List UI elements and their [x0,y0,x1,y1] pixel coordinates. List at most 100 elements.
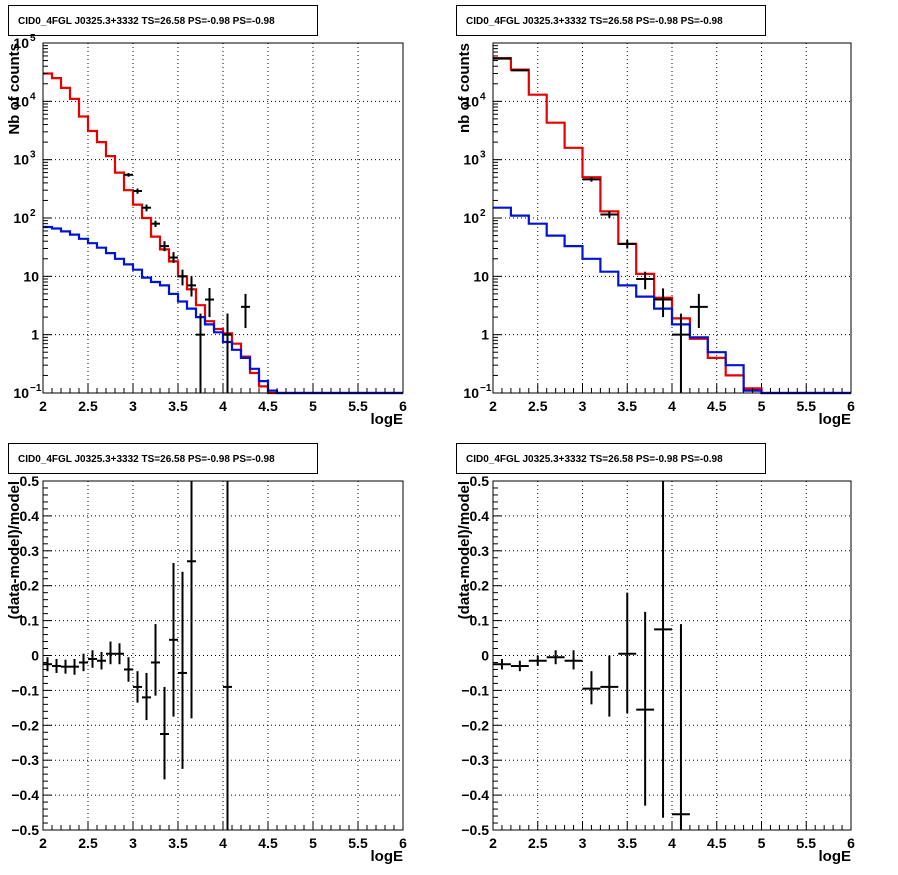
data-point [223,313,232,393]
y-tick-label: −0.5 [461,822,489,838]
data-point [115,643,124,665]
x-tick-label: 3 [129,398,137,414]
data-point [493,658,511,670]
data-point [223,481,232,830]
data-point [61,659,70,674]
data-point [528,655,547,666]
x-tick-label: 2 [489,835,497,851]
y-tick-label: 10 [23,268,39,284]
y-tick-label: 10 [13,152,29,168]
y-axis-title: nb of counts [456,43,473,133]
data-point [600,211,619,218]
x-tick-label: 2 [489,398,497,414]
chart-title: CID0_4FGL J0325.3+3332 TS=26.58 PS=-0.98… [466,16,723,27]
y-tick-label: 10 [463,93,479,109]
panel-top-left: CID0_4FGL J0325.3+3332 TS=26.58 PS=-0.98… [6,5,407,428]
data-point [600,655,619,717]
x-tick-label: 3.5 [618,835,638,851]
y-tick-label: 1 [31,327,39,343]
panel-bottom-left: CID0_4FGL J0325.3+3332 TS=26.58 PS=-0.98… [6,443,407,865]
x-tick-label: 2 [39,835,47,851]
total-model-step-line [43,72,403,395]
y-tick-exponent: 2 [30,208,36,219]
chart-title: CID0_4FGL J0325.3+3332 TS=26.58 PS=-0.98… [18,454,275,465]
data-point [618,239,637,249]
data-point [88,650,97,668]
chart-title: CID0_4FGL J0325.3+3332 TS=26.58 PS=-0.98… [466,454,723,465]
title-box [456,5,766,36]
x-tick-label: 6 [399,835,407,851]
y-tick-label: −0.3 [461,752,489,768]
x-tick-label: 6 [847,398,855,414]
data-point [493,57,511,60]
data-point [124,173,133,177]
y-tick-label: −0.4 [11,787,39,803]
data-point [636,611,655,806]
x-tick-label: 3.5 [168,398,188,414]
x-tick-label: 3 [579,835,587,851]
y-tick-exponent: 3 [30,150,36,161]
x-tick-label: 4 [668,398,676,414]
data-point [169,252,178,263]
data-point [151,624,160,696]
y-axis-title: (data-model)/model [6,481,23,619]
data-point [70,658,79,675]
y-tick-label: 0.5 [470,473,490,489]
panel-top-right: CID0_4FGL J0325.3+3332 TS=26.58 PS=-0.98… [456,5,855,428]
y-tick-label: −0.2 [461,717,489,733]
x-tick-label: 5 [309,835,317,851]
y-tick-label: −0.1 [461,682,489,698]
x-tick-label: 2.5 [78,398,98,414]
data-point [510,69,529,72]
data-point [106,641,115,665]
x-tick-label: 4.5 [258,835,278,851]
y-tick-exponent: 3 [480,150,486,161]
x-tick-label: 5.5 [797,835,817,851]
x-tick-label: 2.5 [528,398,548,414]
y-tick-label: 0 [31,648,39,664]
x-tick-label: 4 [219,398,227,414]
data-point [672,313,690,393]
x-axis-title: logE [371,411,404,428]
data-point [124,657,133,682]
y-tick-exponent: 2 [480,208,486,219]
data-point [205,288,214,318]
y-axis-title: (data-model)/model [456,481,473,619]
data-point [97,652,106,670]
data-point [187,276,196,297]
x-tick-label: 4.5 [707,835,727,851]
panel-bottom-right: CID0_4FGL J0325.3+3332 TS=26.58 PS=-0.98… [456,443,855,865]
data-point [636,271,655,290]
y-tick-label: 0.2 [20,578,40,594]
x-tick-label: 5.5 [348,398,368,414]
data-point [241,293,250,329]
x-tick-label: 6 [399,398,407,414]
data-point [43,657,52,672]
x-tick-label: 5.5 [797,398,817,414]
data-point [546,650,565,665]
y-tick-label: 10 [463,152,479,168]
x-tick-label: 3 [579,398,587,414]
data-point [52,658,61,673]
data-point [187,481,196,719]
y-tick-label: 0.1 [20,613,40,629]
y-tick-exponent: 4 [30,91,36,102]
data-point [654,288,672,318]
x-tick-label: 4.5 [258,398,278,414]
data-point [582,671,601,705]
title-box [456,443,766,474]
x-tick-label: 2 [39,398,47,414]
y-tick-label: 10 [13,210,29,226]
data-point [510,660,529,672]
y-tick-label: 0.3 [470,543,490,559]
x-tick-label: 3.5 [168,835,188,851]
x-tick-label: 3 [129,835,137,851]
y-tick-label: 0.1 [470,613,490,629]
y-tick-label: −0.5 [11,822,39,838]
data-point [169,563,178,717]
data-point [160,686,169,780]
y-tick-label: −0.2 [11,717,39,733]
y-tick-label: 10 [463,210,479,226]
data-point [582,177,601,182]
x-tick-label: 5 [758,398,766,414]
